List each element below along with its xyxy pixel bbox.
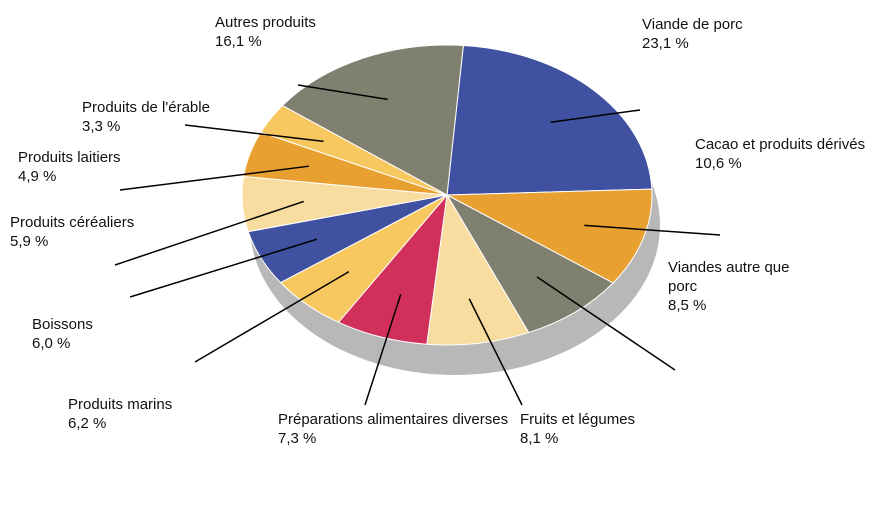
slice-label: Boissons 6,0 % <box>32 315 152 353</box>
pie-slice <box>445 193 614 334</box>
slice-name: Boissons <box>32 316 93 333</box>
pie-slice <box>281 44 464 196</box>
slice-value: 8,1 % <box>520 430 559 447</box>
slice-label: Produits de l'érable 3,3 % <box>82 98 302 136</box>
slice-value: 6,0 % <box>32 335 71 352</box>
slice-label: Préparations alimentaires diverses 7,3 % <box>278 410 518 448</box>
slice-value: 10,6 % <box>695 155 742 172</box>
leader-line <box>584 224 721 236</box>
pie-slice <box>446 44 653 196</box>
leader-line <box>468 298 523 406</box>
leader-line <box>184 124 324 143</box>
slice-label: Viandes autre que porc 8,5 % <box>668 258 808 315</box>
leader-line <box>194 271 350 363</box>
leader-line <box>536 276 676 371</box>
slice-name: Autres produits <box>215 14 316 31</box>
slice-value: 4,9 % <box>18 168 57 185</box>
leader-line <box>364 294 402 406</box>
slice-name: Préparations alimentaires diverses <box>278 411 509 428</box>
slice-label: Produits marins 6,2 % <box>68 395 268 433</box>
slice-label: Viande de porc 23,1 % <box>642 15 792 53</box>
pie-slice <box>426 193 530 346</box>
leader-line <box>129 238 318 298</box>
pie-slice <box>445 188 653 284</box>
slice-name: Viande de porc <box>642 16 743 33</box>
slice-value: 8,5 % <box>668 297 707 314</box>
slice-name: Produits de l'érable <box>82 99 210 116</box>
slice-value: 6,2 % <box>68 415 107 432</box>
slice-label: Cacao et produits dérivés 10,6 % <box>695 135 875 173</box>
slice-name: Produits céréaliers <box>10 214 135 231</box>
leader-line <box>550 109 641 124</box>
leader-line <box>297 84 388 101</box>
slice-name: Cacao et produits dérivés <box>695 136 866 153</box>
slice-name: Produits marins <box>68 396 173 413</box>
slice-value: 3,3 % <box>82 118 121 135</box>
slice-value: 5,9 % <box>10 233 49 250</box>
leader-line <box>114 200 305 266</box>
slice-name: Produits laitiers <box>18 149 121 166</box>
slice-name: Fruits et légumes <box>520 411 636 428</box>
slice-value: 16,1 % <box>215 33 262 50</box>
slice-value: 7,3 % <box>278 430 317 447</box>
slice-label: Produits céréaliers 5,9 % <box>10 213 230 251</box>
slice-label: Produits laitiers 4,9 % <box>18 148 218 186</box>
leader-line <box>119 165 310 191</box>
slice-label: Autres produits 16,1 % <box>215 13 415 51</box>
slice-value: 23,1 % <box>642 35 689 52</box>
slice-name: Viandes autre que porc <box>668 259 790 295</box>
slice-label: Fruits et légumes 8,1 % <box>520 410 740 448</box>
